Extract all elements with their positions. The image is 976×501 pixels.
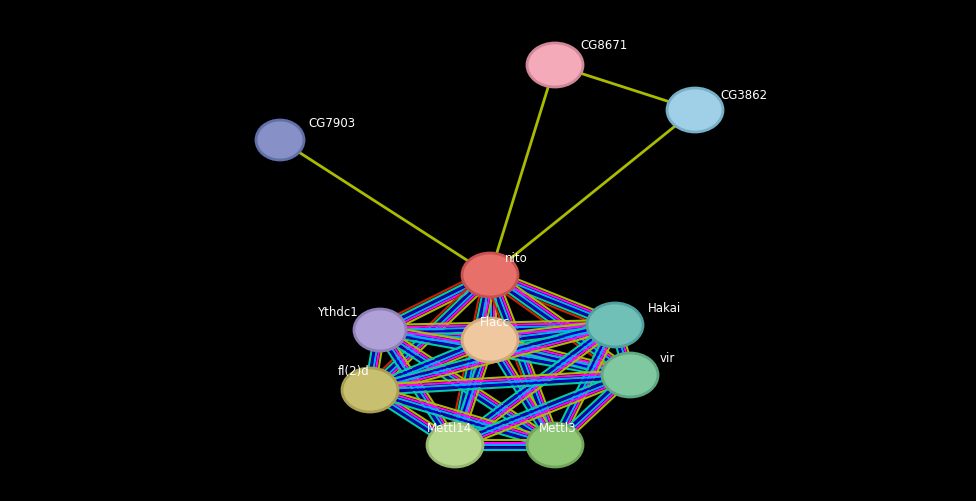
Ellipse shape (427, 423, 483, 467)
Text: CG7903: CG7903 (308, 117, 355, 129)
Ellipse shape (256, 120, 304, 160)
Ellipse shape (587, 303, 643, 347)
Ellipse shape (667, 88, 723, 132)
Ellipse shape (462, 318, 518, 362)
Ellipse shape (354, 309, 406, 351)
Ellipse shape (602, 353, 658, 397)
Text: Mettl3: Mettl3 (539, 421, 577, 434)
Text: nito: nito (505, 252, 528, 265)
Text: Ythdc1: Ythdc1 (317, 307, 358, 320)
Text: CG3862: CG3862 (720, 89, 767, 102)
Ellipse shape (342, 368, 398, 412)
Ellipse shape (462, 253, 518, 297)
Text: CG8671: CG8671 (580, 39, 628, 52)
Text: fl(2)d: fl(2)d (339, 366, 370, 378)
Text: Flacc: Flacc (480, 316, 510, 329)
Text: Mettl14: Mettl14 (427, 421, 472, 434)
Ellipse shape (527, 43, 583, 87)
Text: Hakai: Hakai (648, 302, 681, 315)
Text: vir: vir (660, 352, 675, 365)
Ellipse shape (527, 423, 583, 467)
